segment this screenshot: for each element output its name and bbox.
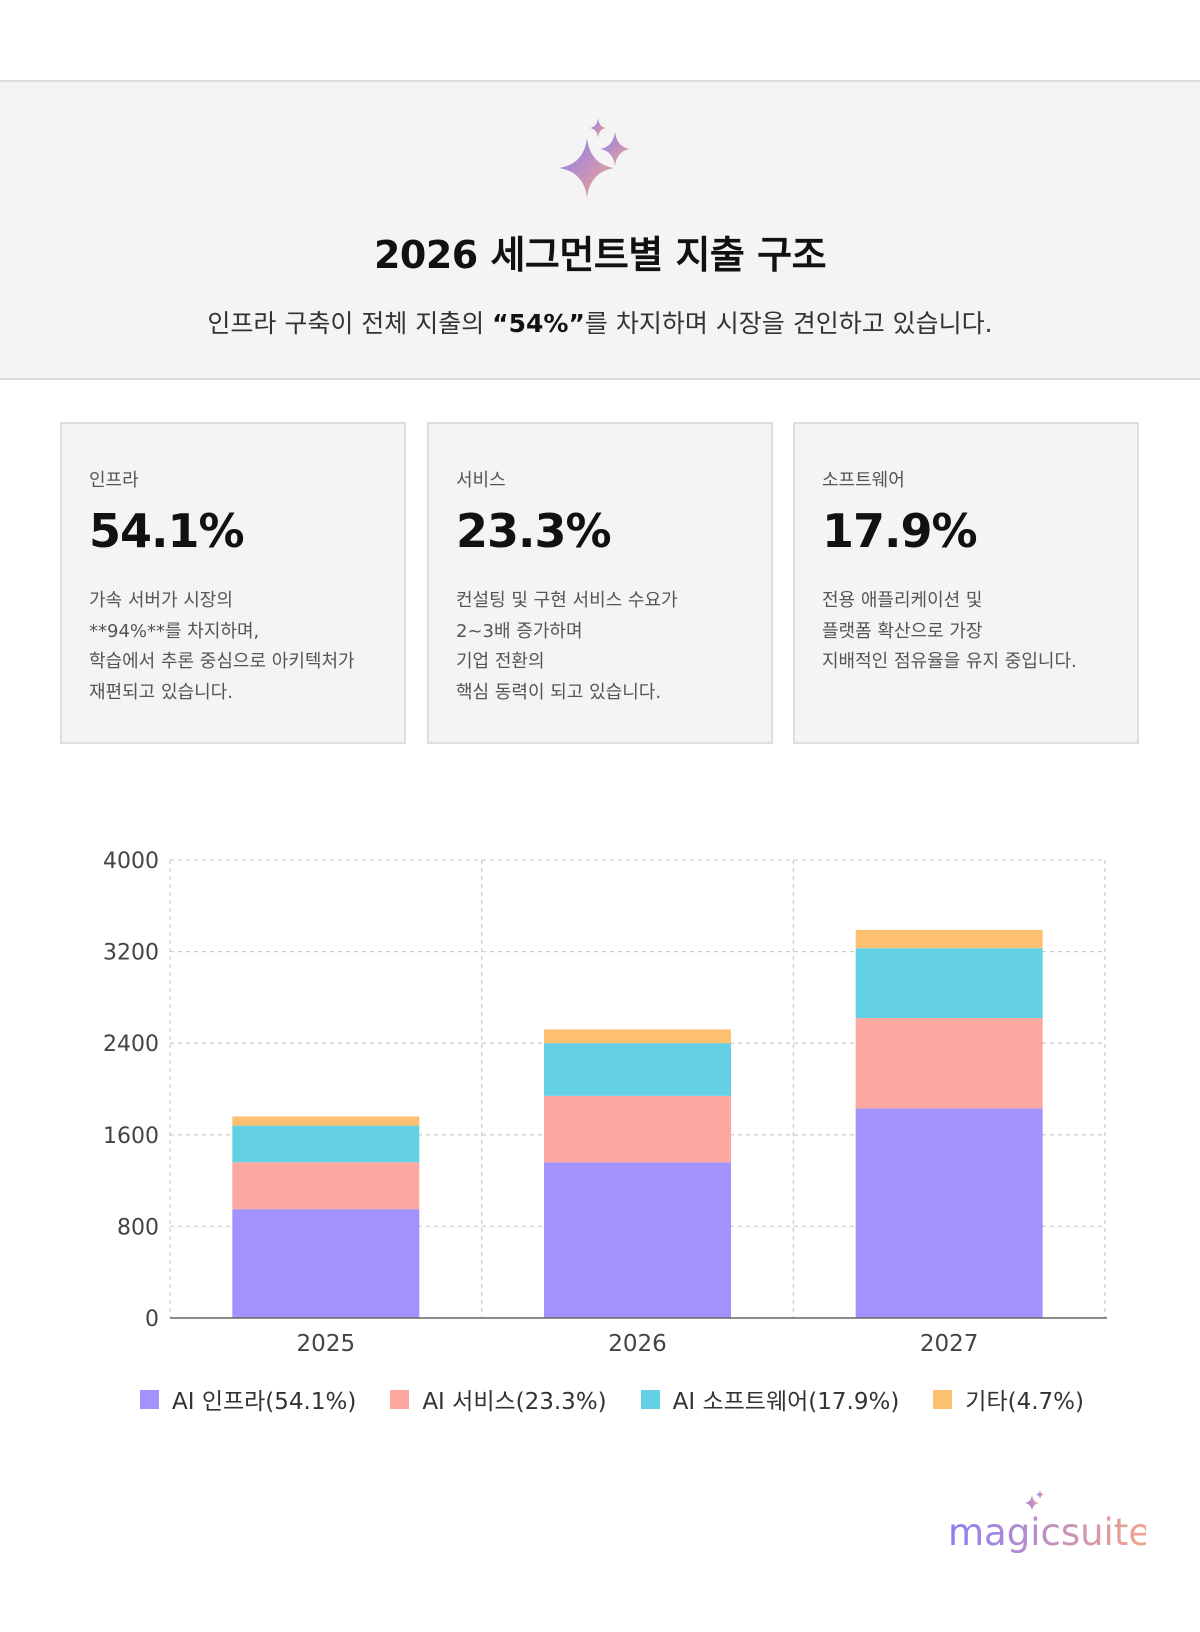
card-desc-line: 가속 서버가 시장의 — [89, 590, 233, 611]
card-label: 인프라 — [89, 470, 139, 491]
bar-2027-series-2 — [855, 948, 1043, 1019]
hero-banner: 2026 세그먼트별 지출 구조 인프라 구축이 전체 지출의 “54%”를 차… — [0, 80, 1200, 380]
card-infrastructure: 인프라 54.1% 가속 서버가 시장의 **94%**를 차지하며, 학습에서… — [60, 422, 406, 744]
chart-legend: AI 인프라(54.1%) AI 서비스(23.3%) AI 소프트웨어(17.9%… — [140, 1382, 1118, 1416]
logo-text: magicsuite — [948, 1511, 1146, 1554]
legend-item: AI 인프라(54.1%) — [140, 1382, 356, 1416]
card-label: 서비스 — [456, 470, 506, 491]
legend-swatch — [140, 1389, 159, 1409]
bar-2025-series-3 — [232, 1116, 420, 1126]
card-value: 17.9% — [822, 504, 978, 558]
card-value: 23.3% — [456, 504, 612, 558]
card-desc-line: 컨설팅 및 구현 서비스 수요가 — [456, 590, 678, 611]
card-desc-line: 플랫폼 확산으로 가장 — [822, 620, 983, 642]
legend-swatch — [640, 1389, 660, 1409]
card-services: 서비스 23.3% 컨설팅 및 구현 서비스 수요가 2~3배 증가하며 기업 … — [427, 422, 773, 744]
legend-swatch — [390, 1389, 410, 1409]
card-desc-line: 지배적인 점유율을 유지 중입니다. — [822, 651, 1077, 672]
logo-sparkle — [1025, 1495, 1039, 1511]
card-description: 컨설팅 및 구현 서비스 수요가 2~3배 증가하며 기업 전환의 핵심 동력이… — [456, 586, 756, 708]
legend-label: AI 서비스(23.3%) — [422, 1389, 607, 1415]
x-tick-label: 2027 — [920, 1331, 979, 1357]
bar-2026-series-0 — [544, 1162, 731, 1318]
card-desc-line: 학습에서 추론 중심으로 아키텍처가 — [89, 651, 355, 672]
bar-2026-series-3 — [544, 1029, 731, 1044]
legend-item: AI 소프트웨어(17.9%) — [640, 1382, 900, 1416]
bar-2026-series-2 — [544, 1043, 731, 1096]
x-tick-label: 2025 — [297, 1331, 356, 1357]
legend-item: 기타(4.7%) — [933, 1382, 1084, 1416]
card-desc-line: 기업 전환의 — [456, 651, 545, 672]
legend-swatch — [933, 1389, 953, 1409]
card-desc-line: **94%**를 차지하며, — [89, 620, 260, 642]
bar-2027-series-3 — [855, 929, 1043, 949]
card-desc-line: 핵심 동력이 되고 있습니다. — [456, 681, 662, 703]
y-tick-label: 3200 — [103, 941, 159, 966]
legend-label: 기타(4.7%) — [965, 1389, 1084, 1415]
y-tick-label: 2400 — [103, 1032, 159, 1057]
legend-item: AI 서비스(23.3%) — [390, 1382, 607, 1416]
card-desc-line: 2~3배 증가하며 — [456, 620, 583, 642]
bar-2025-series-0 — [232, 1209, 420, 1318]
page-subtitle: 인프라 구축이 전체 지출의 “54%”를 차지하며 시장을 견인하고 있습니다… — [0, 304, 1200, 340]
subtitle-highlight: “54%” — [492, 309, 585, 338]
card-software: 소프트웨어 17.9% 전용 애플리케이션 및 플랫폼 확산으로 가장 지배적인… — [793, 422, 1139, 744]
card-desc-line: 재편되고 있습니다. — [89, 681, 233, 703]
y-tick-label: 4000 — [103, 849, 159, 874]
card-desc-line: 전용 애플리케이션 및 — [822, 590, 983, 611]
sparkle-icon — [559, 118, 630, 198]
legend-label: AI 소프트웨어(17.9%) — [672, 1389, 900, 1415]
y-tick-label: 0 — [145, 1307, 159, 1332]
card-label: 소프트웨어 — [822, 470, 905, 491]
y-tick-label: 800 — [117, 1215, 159, 1240]
page-title: 2026 세그먼트별 지출 구조 — [373, 233, 827, 277]
legend-label: AI 인프라(54.1%) — [172, 1389, 357, 1415]
y-tick-label: 1600 — [103, 1124, 159, 1149]
bar-2025-series-1 — [232, 1162, 420, 1210]
card-description: 가속 서버가 시장의 **94%**를 차지하며, 학습에서 추론 중심으로 아… — [89, 586, 389, 708]
bar-2026-series-1 — [544, 1095, 731, 1163]
bar-2027-series-1 — [855, 1018, 1043, 1109]
card-value: 54.1% — [89, 504, 245, 558]
bar-2027-series-0 — [855, 1108, 1043, 1318]
bar-2025-series-2 — [232, 1125, 420, 1163]
stacked-bar-chart: 0 800 1600 2400 3200 4000 2025 2026 2027 — [103, 849, 1107, 1357]
subtitle-text-end: 를 차지하며 시장을 견인하고 있습니다. — [584, 309, 993, 338]
x-tick-label: 2026 — [608, 1331, 667, 1357]
subtitle-text: 인프라 구축이 전체 지출의 — [207, 309, 493, 338]
magicsuite-logo: magicsuite — [948, 1490, 1146, 1554]
card-description: 전용 애플리케이션 및 플랫폼 확산으로 가장 지배적인 점유율을 유지 중입니… — [822, 586, 1122, 678]
